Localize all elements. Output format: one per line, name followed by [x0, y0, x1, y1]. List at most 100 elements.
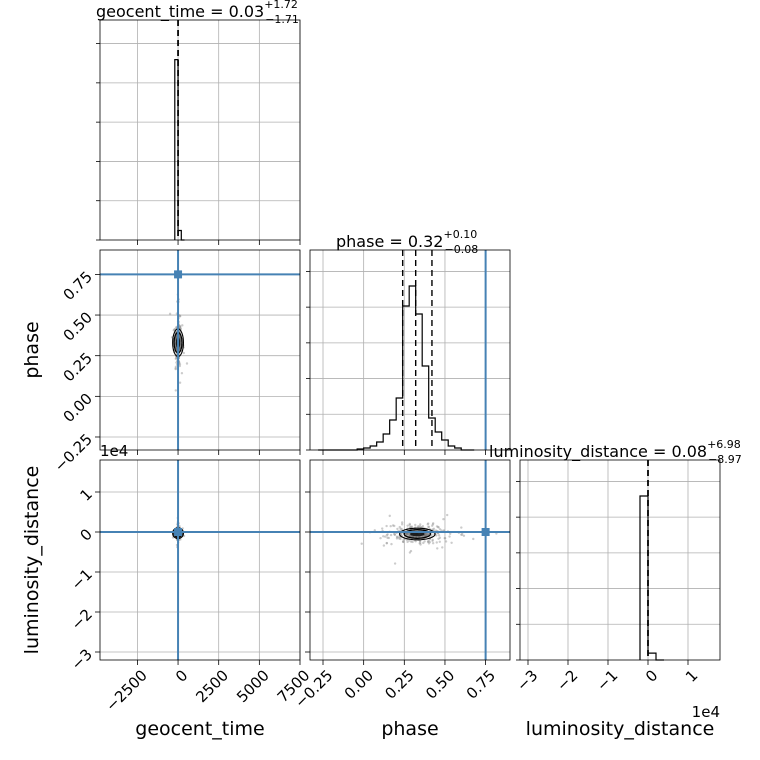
- sample-point: [450, 541, 453, 544]
- x-tick-label: 0: [172, 666, 191, 685]
- sample-point: [388, 514, 391, 518]
- sample-point: [443, 537, 447, 540]
- sample-point: [389, 524, 392, 528]
- sample-point: [432, 527, 436, 531]
- sample-point: [185, 362, 189, 365]
- sample-point: [396, 527, 399, 531]
- sample-point: [401, 540, 405, 543]
- panel-phase-vs-luminosity_distance: [309, 459, 511, 661]
- sample-point: [437, 534, 441, 537]
- y-axis-label-phase: phase: [21, 321, 43, 378]
- x-offset-label: 1e4: [692, 703, 720, 721]
- sample-point: [393, 562, 397, 565]
- y-tick-label: 0.00: [60, 390, 96, 426]
- y-offset-label: 1e4: [100, 442, 128, 460]
- sample-point: [400, 523, 404, 526]
- panel-geocent_time-vs-luminosity_distance: [99, 459, 301, 661]
- title-sup: +0.10: [443, 228, 477, 241]
- x-tick-label: 2500: [192, 666, 232, 706]
- x-tick-label: −3: [513, 666, 541, 694]
- sample-point: [427, 525, 431, 529]
- truth-marker: [174, 270, 183, 279]
- sample-point: [382, 535, 385, 538]
- sample-point: [431, 522, 435, 525]
- sample-point: [399, 527, 402, 530]
- sample-point: [409, 525, 412, 529]
- sample-point: [395, 535, 399, 538]
- x-axis-luminosity_distance-row2: −3 −2 −1 0 1: [513, 660, 701, 695]
- x-tick-label: 5000: [233, 666, 273, 706]
- panel-frame: [309, 459, 511, 661]
- title-main: luminosity_distance = 0.08: [489, 442, 707, 462]
- sample-point: [472, 537, 475, 541]
- sample-point: [435, 525, 439, 528]
- sample-point: [423, 540, 426, 543]
- sample-point: [360, 542, 363, 545]
- x-axis-label-geocent_time: geocent_time: [135, 718, 264, 740]
- histogram-phase: [318, 285, 475, 451]
- panel-frame: [99, 249, 301, 451]
- sample-point: [460, 533, 464, 536]
- sample-point: [431, 524, 434, 527]
- x-tick-label: 1: [682, 666, 701, 685]
- y-axis-phase: −0.25 0.00 0.25 0.50 0.75: [51, 268, 100, 476]
- sample-point: [446, 513, 449, 517]
- sample-point: [398, 536, 401, 539]
- sample-point: [400, 521, 404, 524]
- panel-frame: [309, 249, 511, 451]
- diagonal-panel-geocent_time: geocent_time = 0.03+1.72−1.71: [96, 0, 301, 241]
- sample-point: [399, 537, 402, 541]
- y-axis-label-luminosity_distance: luminosity_distance: [21, 466, 43, 655]
- sample-point: [436, 547, 439, 550]
- sample-point: [382, 544, 386, 547]
- sample-point: [423, 534, 427, 537]
- sample-point: [421, 525, 425, 528]
- sample-point: [383, 535, 387, 538]
- sample-point: [385, 534, 389, 537]
- sample-point: [168, 312, 172, 316]
- x-axis-phase-row1: [322, 450, 487, 455]
- sample-point: [385, 524, 388, 528]
- y-tick-label: 0.75: [60, 268, 96, 304]
- sample-point: [381, 527, 384, 530]
- sample-point: [442, 517, 445, 521]
- sample-point: [431, 539, 434, 543]
- truth-marker: [174, 528, 183, 536]
- y-tick-label: −3: [68, 645, 96, 673]
- sample-point: [444, 540, 448, 543]
- title-main: phase = 0.32: [336, 232, 443, 251]
- y-tick-label: 1: [77, 485, 96, 504]
- sample-point: [387, 536, 390, 540]
- sample-point: [385, 542, 388, 545]
- x-tick-label: −2500: [102, 666, 151, 715]
- sample-point: [414, 523, 417, 527]
- panel-frame: [99, 459, 301, 661]
- sample-point: [427, 539, 430, 543]
- contour-2sigma: [398, 527, 436, 541]
- sample-point: [460, 526, 463, 529]
- sample-point: [180, 372, 184, 375]
- sample-point: [431, 542, 435, 545]
- y-tick-label: −0.25: [51, 430, 96, 475]
- x-axis-geocent_time-row2: −2500 0 2500 5000 7500: [102, 660, 313, 715]
- sample-point: [389, 533, 393, 537]
- x-tick-label: 0.00: [341, 666, 377, 702]
- title-sup: +6.98: [707, 438, 741, 451]
- x-tick-label: 0.75: [463, 666, 499, 702]
- x-tick-label: 0.50: [422, 666, 458, 702]
- title-sub: −8.97: [708, 453, 742, 466]
- sample-point: [448, 532, 452, 535]
- sample-point: [174, 389, 177, 392]
- y-tick-label: 0.25: [60, 349, 96, 385]
- y-tick-label: 0.50: [60, 308, 96, 344]
- x-tick-label: −2: [553, 666, 581, 694]
- sample-point: [408, 523, 411, 527]
- y-tick-label: −1: [68, 565, 96, 593]
- diagonal-panel-phase: phase = 0.32+0.10−0.08: [306, 228, 511, 451]
- y-axis-luminosity_distance: −3 −2 −1 0 1: [68, 485, 310, 674]
- y-tick-label: 0: [77, 525, 96, 544]
- sample-point: [182, 351, 186, 355]
- panel-geocent_time-vs-phase: [99, 249, 301, 451]
- sample-point: [407, 532, 410, 536]
